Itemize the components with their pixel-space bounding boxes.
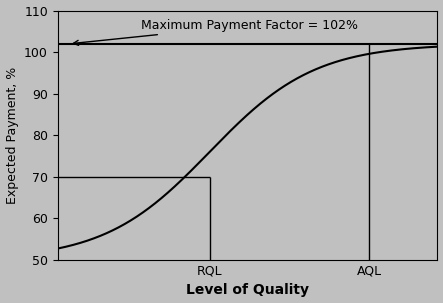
Text: Maximum Payment Factor = 102%: Maximum Payment Factor = 102% xyxy=(74,18,358,45)
X-axis label: Level of Quality: Level of Quality xyxy=(186,283,309,298)
Y-axis label: Expected Payment, %: Expected Payment, % xyxy=(6,67,19,204)
